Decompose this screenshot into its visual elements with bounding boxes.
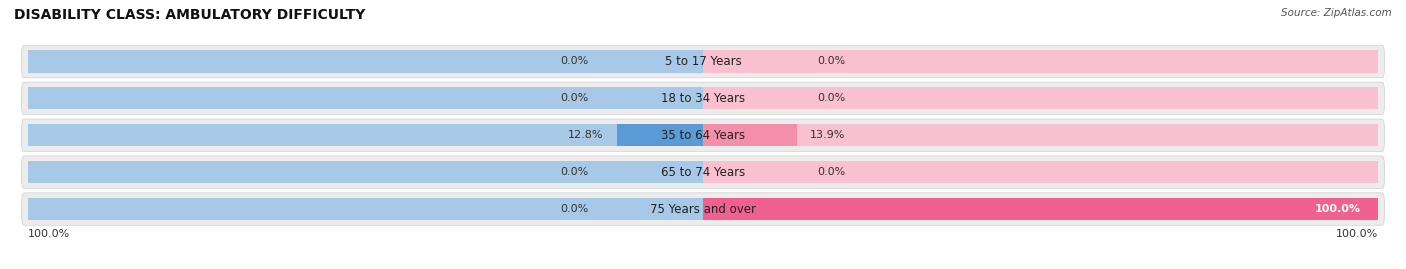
Text: 0.0%: 0.0% xyxy=(818,167,846,177)
Text: 12.8%: 12.8% xyxy=(568,130,603,140)
Bar xyxy=(28,87,703,109)
FancyBboxPatch shape xyxy=(21,156,1385,188)
Bar xyxy=(703,198,1378,220)
FancyBboxPatch shape xyxy=(21,82,1385,115)
Bar xyxy=(703,161,1378,183)
FancyBboxPatch shape xyxy=(21,119,1385,151)
Bar xyxy=(617,124,703,146)
Bar xyxy=(703,198,1378,220)
Text: 100.0%: 100.0% xyxy=(1336,229,1378,239)
Text: 5 to 17 Years: 5 to 17 Years xyxy=(665,55,741,68)
Text: 100.0%: 100.0% xyxy=(1315,204,1361,214)
Bar xyxy=(28,198,703,220)
Text: 75 Years and over: 75 Years and over xyxy=(650,203,756,215)
FancyBboxPatch shape xyxy=(21,193,1385,225)
Text: 0.0%: 0.0% xyxy=(560,167,588,177)
Text: 0.0%: 0.0% xyxy=(560,56,588,66)
Bar xyxy=(28,50,703,73)
Text: 18 to 34 Years: 18 to 34 Years xyxy=(661,92,745,105)
Bar xyxy=(703,124,797,146)
Text: 100.0%: 100.0% xyxy=(28,229,70,239)
Text: DISABILITY CLASS: AMBULATORY DIFFICULTY: DISABILITY CLASS: AMBULATORY DIFFICULTY xyxy=(14,8,366,22)
Text: 0.0%: 0.0% xyxy=(818,93,846,103)
Bar xyxy=(28,124,703,146)
Text: 0.0%: 0.0% xyxy=(560,204,588,214)
Bar xyxy=(703,50,1378,73)
Text: 35 to 64 Years: 35 to 64 Years xyxy=(661,129,745,142)
Text: 0.0%: 0.0% xyxy=(560,93,588,103)
Bar xyxy=(28,161,703,183)
Text: 13.9%: 13.9% xyxy=(810,130,845,140)
Text: 0.0%: 0.0% xyxy=(818,56,846,66)
Bar xyxy=(703,87,1378,109)
Text: 65 to 74 Years: 65 to 74 Years xyxy=(661,166,745,179)
Bar xyxy=(703,124,1378,146)
Text: Source: ZipAtlas.com: Source: ZipAtlas.com xyxy=(1281,8,1392,18)
FancyBboxPatch shape xyxy=(21,45,1385,78)
